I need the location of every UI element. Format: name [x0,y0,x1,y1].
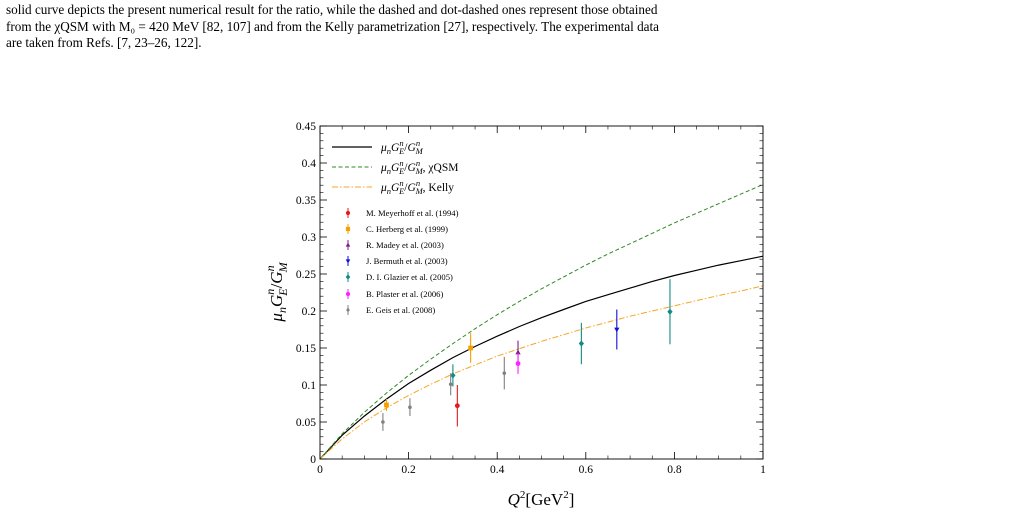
y-tick-label: 0.4 [302,158,317,170]
legend-marker-4 [345,274,351,280]
y-tick-label: 0.25 [296,269,316,281]
data-point-5 [515,361,521,366]
series-line-0 [319,255,764,460]
legend-label-part: n [416,178,420,188]
legend-label-part: n [387,146,391,156]
x-tick-label: 0 [317,464,323,476]
legend-label-part: μ [380,142,387,154]
data-point-0 [454,403,460,409]
legend-marker-2 [345,242,351,247]
x-axis-label-close: ] [569,490,575,509]
y-tick-label: 0 [310,454,316,466]
legend-exp-label-3: J. Bermuth et al. (2003) [366,256,448,266]
legend-marker-1 [345,226,351,232]
legend-exp-label-5: B. Plaster et al. (2006) [366,289,443,299]
data-point-6 [381,420,385,424]
legend-label-part: , χQSM [423,162,459,174]
data-point-3 [614,327,620,333]
legend-label-part: n [387,166,391,176]
legend-label-part: / [404,162,408,174]
x-tick-label: 0.4 [490,464,505,476]
series-line-2 [319,285,764,460]
x-tick-label: 0.8 [667,464,682,476]
data-point-1 [384,402,389,408]
x-axis-label-unit: [GeV [525,490,563,509]
x-axis-label: Q2[GeV2] [508,489,575,509]
legend-label-part: μ [380,182,387,194]
legend-label-2: μnGn E/Gn M, Kelly [380,178,454,196]
legend-label-1: μnGn E/Gn M, χQSM [380,158,458,176]
legend-label-part: G [391,182,400,194]
data-point-4 [578,340,585,347]
data-point-4 [667,308,673,315]
series-line-1 [319,184,764,460]
caption-line: from the χQSM with M₀ = 420 MeV [82, 107… [6,18,660,34]
y-axis-label: μnGnE/GnM [263,261,290,322]
legend-label-part: μ [380,162,387,174]
legend-exp-label-2: R. Madey et al. (2003) [366,240,444,250]
legend-marker-6 [346,308,350,312]
legend-marker-0 [345,210,351,216]
legend-exp-label-1: C. Herberg et al. (1999) [366,224,448,234]
legend-exp-label-0: M. Meyerhoff et al. (1994) [366,208,459,218]
data-point-6 [448,382,453,387]
y-tick-label: 0.15 [296,343,316,355]
legend-label-part: G [391,142,400,154]
legend-label-part: G [391,162,400,174]
data-points-layer [381,279,673,431]
legend-label-part: / [404,182,408,194]
x-tick-label: 0.6 [579,464,594,476]
x-tick-label: 1 [760,464,766,476]
legend-label-0: μnGn E/Gn M [380,138,424,156]
x-axis-label-q: Q [508,490,520,509]
y-tick-label: 0.2 [302,306,317,318]
figure-caption: solid curve depicts the present numerica… [6,2,1020,52]
y-axis-label-group: μnGnE/GnM [263,261,290,322]
legend-label-part: / [404,142,408,154]
x-axis-label-unit-sup: 2 [563,489,569,501]
y-tick-label: 0.35 [296,195,316,207]
legend-label-part: n [416,158,420,168]
y-tick-label: 0.1 [302,380,317,392]
legend-label-part: G [408,182,417,194]
caption-line: are taken from Refs. [7, 23–26, 122]. [6,35,202,50]
legend-marker-3 [345,259,351,264]
legend-exp-label-4: D. I. Glazier et al. (2005) [366,272,453,282]
legend-label-part: M [415,146,424,156]
legend-label-part: n [399,138,403,148]
x-axis-label-sup: 2 [520,489,526,501]
legend-label-part: n [399,158,403,168]
curves-layer [319,184,764,460]
legend-label-part: G [408,162,417,174]
legend-marker-5 [345,291,351,297]
legend-label-part: E [398,166,405,176]
data-point-2 [515,349,521,355]
ticks-layer: 0 0.2 0.4 0.6 0.8 1 0 0.05 0.1 0.15 0.2 0.25 0.3 0.35… [296,121,766,476]
data-point-1 [468,345,474,351]
y-tick-label: 0.45 [296,121,316,133]
data-point-4 [450,372,456,379]
legend-label-part: n [416,138,420,148]
legend-label-part: E [398,186,405,196]
legend-exp-label-6: E. Geis et al. (2008) [366,305,435,315]
y-tick-label: 0.05 [296,417,316,429]
x-tick-label: 0.2 [401,464,416,476]
data-point-6 [408,405,412,410]
legend-label-part: , Kelly [423,182,455,194]
y-tick-label: 0.3 [302,232,317,244]
caption-line: solid curve depicts the present numerica… [6,2,658,17]
legend-label-part: M [415,186,424,196]
legend-label-part: n [399,178,403,188]
legend-label-part: n [387,186,391,196]
data-point-6 [502,371,507,375]
legend-label-part: G [408,142,417,154]
legend-label-part: M [415,166,424,176]
legend-label-part: E [398,146,405,156]
